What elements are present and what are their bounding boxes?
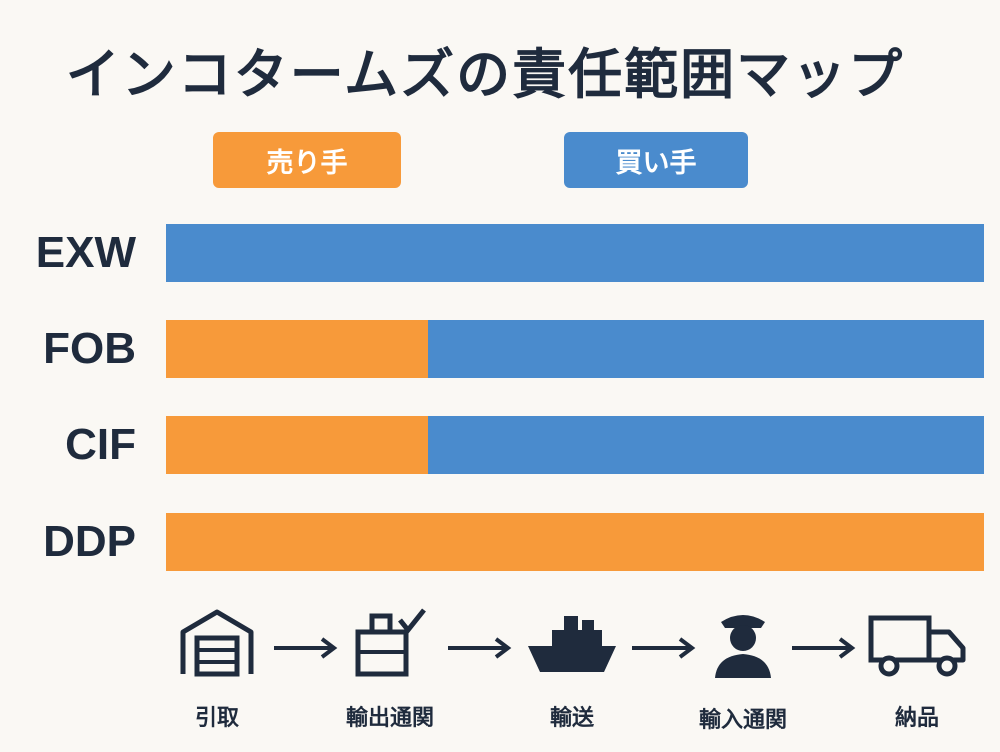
buyer-segment	[166, 224, 984, 282]
buyer-segment	[427, 416, 984, 474]
term-label-exw: EXW	[35, 228, 136, 277]
step-import-clearance: 輸入通関	[678, 608, 808, 734]
term-label-ddp: DDP	[43, 517, 136, 566]
term-bar-cif	[166, 416, 984, 474]
term-bar-ddp	[166, 513, 984, 571]
seller-segment	[166, 416, 428, 474]
ship-icon	[528, 616, 616, 672]
step-label: 納品	[894, 706, 939, 731]
seller-segment	[166, 513, 984, 571]
arrow-icon	[632, 637, 696, 659]
term-label-fob: FOB	[43, 324, 136, 373]
truck-icon	[868, 615, 966, 677]
term-bar-exw	[166, 224, 984, 282]
arrow-icon	[792, 637, 856, 659]
seller-segment	[166, 320, 428, 378]
arrow-icon	[274, 637, 338, 659]
step-delivery: 納品	[852, 608, 982, 732]
step-label: 輸入通関	[698, 708, 787, 733]
step-export-clearance: 輸出通関	[325, 608, 455, 732]
step-label: 引取	[194, 706, 239, 731]
buyer-segment	[427, 320, 984, 378]
step-pickup: 引取	[152, 608, 282, 732]
term-bar-fob	[166, 320, 984, 378]
legend-buyer: 買い手	[564, 132, 748, 188]
page-title: インコタームズの責任範囲マップ	[65, 43, 905, 106]
warehouse-icon	[180, 609, 254, 677]
legend-seller: 売り手	[213, 132, 401, 188]
arrow-icon	[448, 637, 512, 659]
export-clearance-icon	[355, 608, 426, 677]
step-transport: 輸送	[507, 608, 637, 732]
step-label: 輸出通関	[345, 706, 434, 731]
step-label: 輸送	[549, 706, 594, 731]
customs-officer-icon	[715, 615, 771, 678]
term-label-cif: CIF	[65, 420, 136, 469]
